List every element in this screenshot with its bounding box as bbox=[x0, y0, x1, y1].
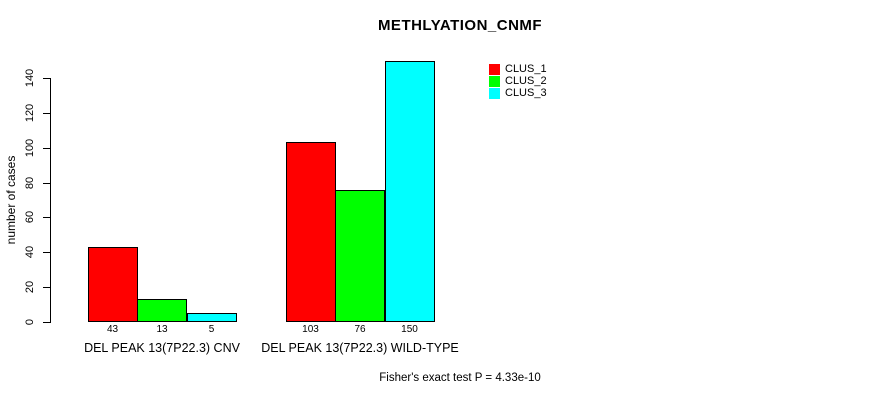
legend-label-clus_2: CLUS_2 bbox=[505, 75, 547, 87]
bar-clus_1-group2 bbox=[285, 142, 336, 322]
y-tick-label-140: 140 bbox=[24, 68, 36, 88]
y-tick-mark-100 bbox=[43, 147, 50, 149]
y-axis-line bbox=[50, 78, 51, 323]
bar-clus_3-group2 bbox=[384, 60, 435, 322]
y-tick-mark-120 bbox=[43, 112, 50, 114]
bar-clus_2-group1 bbox=[137, 299, 187, 322]
y-tick-mark-40 bbox=[43, 252, 50, 254]
bar-value-clus_2-group2: 76 bbox=[354, 324, 366, 335]
y-tick-label-40: 40 bbox=[24, 246, 36, 259]
bar-clus_2-group2 bbox=[335, 189, 385, 322]
bar-value-clus_2-group1: 13 bbox=[156, 324, 168, 335]
y-tick-mark-80 bbox=[43, 182, 50, 184]
bar-value-clus_1-group2: 103 bbox=[302, 324, 319, 335]
fisher-test-annotation: Fisher's exact test P = 4.33e-10 bbox=[379, 372, 541, 384]
y-tick-label-20: 20 bbox=[24, 281, 36, 294]
y-tick-label-80: 80 bbox=[24, 176, 36, 189]
bar-clus_3-group1 bbox=[186, 313, 237, 322]
legend-swatch-clus_3 bbox=[489, 88, 500, 99]
category-label-wild-type: DEL PEAK 13(7P22.3) WILD-TYPE bbox=[261, 341, 459, 355]
y-tick-label-100: 100 bbox=[24, 138, 36, 157]
y-axis-title: number of cases bbox=[4, 155, 18, 245]
y-tick-mark-0 bbox=[43, 322, 50, 323]
bar-value-clus_3-group1: 5 bbox=[208, 324, 215, 335]
bar-clus_1-group1 bbox=[87, 247, 138, 322]
chart-title: METHLYATION_CNMF bbox=[377, 17, 543, 34]
category-label-cnv: DEL PEAK 13(7P22.3) CNV bbox=[84, 341, 240, 355]
legend-label-clus_3: CLUS_3 bbox=[505, 87, 547, 99]
legend-label-clus_1: CLUS_1 bbox=[505, 63, 547, 75]
y-tick-label-120: 120 bbox=[24, 103, 36, 123]
bar-value-clus_3-group2: 150 bbox=[401, 324, 418, 335]
y-tick-label-60: 60 bbox=[24, 211, 36, 224]
legend-swatch-clus_1 bbox=[489, 64, 500, 75]
y-tick-mark-60 bbox=[43, 217, 50, 219]
legend-swatch-clus_2 bbox=[489, 76, 500, 87]
bar-value-clus_1-group1: 43 bbox=[106, 324, 119, 335]
y-tick-label-0: 0 bbox=[24, 318, 36, 326]
y-tick-mark-20 bbox=[43, 287, 50, 289]
y-tick-mark-140 bbox=[43, 78, 50, 79]
